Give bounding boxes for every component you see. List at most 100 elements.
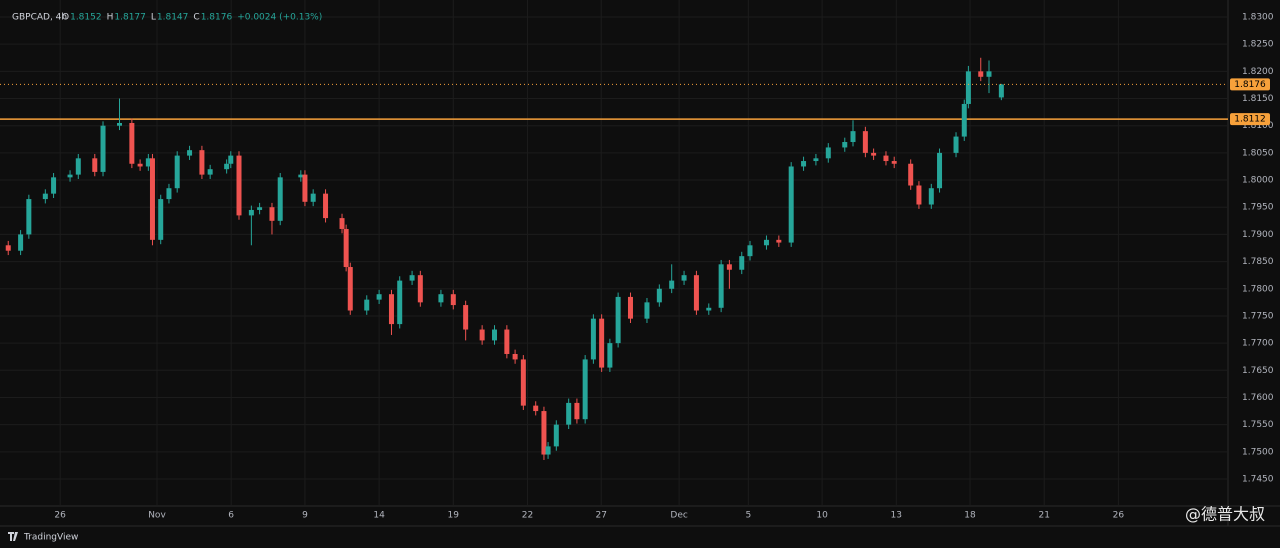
brand: TradingView — [23, 533, 78, 543]
y-tick-label: 1.7600 — [1242, 393, 1274, 403]
candle-body — [129, 122, 135, 164]
brand-logo — [8, 532, 18, 541]
y-tick-label: 1.7900 — [1242, 230, 1274, 240]
y-tick-label: 1.7550 — [1242, 420, 1274, 430]
candle-body — [26, 199, 32, 235]
candle-body — [339, 218, 345, 229]
candle-body — [928, 188, 934, 205]
y-tick-label: 1.8150 — [1242, 94, 1274, 104]
y-tick-label: 1.7800 — [1242, 284, 1274, 294]
legend-key: C — [193, 13, 199, 23]
candle-body — [409, 275, 415, 281]
candle-body — [92, 158, 98, 172]
candle-body — [5, 245, 11, 251]
candle-body — [100, 125, 106, 172]
candle-body — [42, 193, 48, 200]
x-tick-label: 19 — [448, 511, 460, 521]
candle-body — [187, 150, 193, 156]
candle-body — [916, 185, 922, 205]
candle-body — [763, 239, 769, 246]
x-tick-label: 6 — [228, 511, 234, 521]
candle-body — [18, 234, 24, 251]
x-tick-label: 9 — [302, 511, 308, 521]
last-price-label: 1.8176 — [1234, 80, 1266, 90]
candle-body — [75, 158, 81, 175]
candle-body — [590, 318, 596, 360]
candle-body — [145, 158, 151, 167]
candle-body — [158, 199, 164, 240]
x-tick-label: 21 — [1038, 511, 1049, 521]
candle-body — [965, 71, 971, 104]
candle-body — [644, 302, 650, 319]
candle-body — [310, 193, 316, 202]
candle-body — [986, 71, 992, 77]
candle-body — [656, 288, 662, 303]
candle-body — [343, 228, 349, 268]
level-badge — [1230, 113, 1270, 126]
y-tick-label: 1.7750 — [1242, 311, 1274, 321]
plot — [0, 0, 1228, 506]
candle-body — [813, 158, 819, 162]
candle-body — [998, 84, 1004, 98]
candle-body — [228, 155, 234, 164]
level-label: 1.8112 — [1234, 115, 1266, 125]
legend-value: 1.8177 — [114, 13, 146, 23]
y-tick-label: 1.7500 — [1242, 447, 1274, 457]
candle-body — [347, 267, 353, 311]
candle-body — [174, 155, 180, 189]
x-tick-label: 5 — [745, 511, 751, 521]
y-tick-label: 1.7450 — [1242, 475, 1274, 485]
candle-body — [388, 294, 394, 325]
y-tick-label: 1.7850 — [1242, 257, 1274, 267]
candle-body — [376, 294, 382, 300]
candle-body — [615, 296, 621, 344]
candle-body — [937, 152, 943, 189]
candle-body — [397, 280, 403, 325]
candle-body — [512, 353, 518, 360]
legend-value: 1.8176 — [201, 13, 233, 23]
candle-body — [491, 329, 497, 341]
candle-body — [298, 174, 304, 178]
candle-body — [718, 264, 724, 308]
candle-body — [953, 136, 959, 153]
x-tick-label: 18 — [964, 511, 976, 521]
candle-body — [599, 318, 605, 368]
candle-body — [693, 275, 699, 311]
candle-body — [862, 131, 868, 153]
x-tick-label: 26 — [1113, 511, 1125, 521]
candle-body — [257, 207, 263, 210]
candle-body — [51, 177, 57, 194]
x-tick-label: 10 — [816, 511, 828, 521]
candle-body — [776, 239, 782, 243]
candle-body — [726, 264, 732, 270]
candle-body — [850, 131, 856, 143]
candle-body — [801, 161, 807, 167]
candle-body — [883, 155, 889, 162]
candle-body — [627, 296, 633, 319]
last-price-badge — [1230, 78, 1270, 91]
x-tick-label: Nov — [148, 511, 166, 521]
candle-body — [450, 294, 456, 306]
symbol: GBPCAD, 4h — [12, 13, 67, 23]
candle-body — [67, 174, 73, 178]
candle-body — [248, 209, 254, 216]
candle-body — [681, 275, 687, 281]
candle-body — [479, 329, 485, 341]
candle-body — [224, 163, 230, 170]
candle-body — [277, 177, 283, 221]
candle-body — [871, 152, 877, 156]
candle-body — [541, 411, 547, 455]
legend-key: L — [151, 13, 156, 23]
candle-body — [166, 188, 172, 200]
candle-body — [582, 359, 588, 420]
legend-key: H — [107, 13, 114, 23]
x-tick-label: 27 — [595, 511, 606, 521]
footer: TradingView @德普大叔 — [8, 505, 1265, 543]
y-tick-label: 1.8250 — [1242, 40, 1274, 50]
candle-body — [908, 163, 914, 186]
x-tick-label: 14 — [373, 511, 385, 521]
legend-value: 1.8152 — [70, 13, 102, 23]
y-tick-label: 1.8200 — [1242, 67, 1274, 77]
